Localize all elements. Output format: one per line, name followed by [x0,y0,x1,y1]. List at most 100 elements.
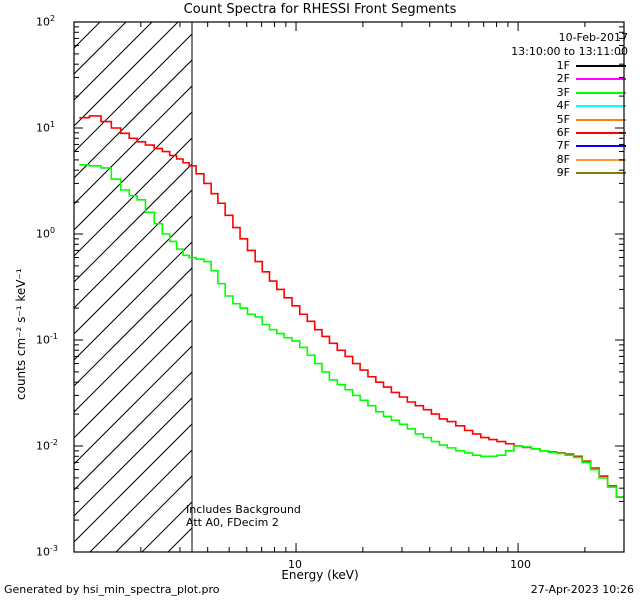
y-tick-exponent: 0 [50,226,56,235]
hatch-line [74,345,193,465]
legend-label: 1F [556,59,570,72]
hatch-line [246,22,640,552]
legend-label: 7F [556,139,570,153]
legend-item: 7F [518,139,628,152]
hatch-line [167,527,193,552]
hatch-line [115,475,193,552]
legend-item: 5F [518,113,628,126]
data-series-group [79,115,624,498]
legend-item: 8F [518,153,628,166]
hatch-line [402,22,640,552]
x-tick-label: 100 [510,558,532,571]
legend-item: 3F [518,86,628,99]
hatch-line [454,22,640,552]
legend-color-swatch [576,172,626,175]
hatch-line [74,371,193,491]
y-tick-mantissa: 10 [36,15,50,29]
legend-label: 3F [556,85,570,99]
hatched-region [74,22,640,552]
hatch-line [89,449,193,552]
footer-generator: Generated by hsi_min_spectra_plot.pro [4,583,220,596]
y-tick-exponent: 1 [50,120,56,129]
legend-item: 2F [518,72,628,85]
legend-item: 6F [518,126,628,139]
y-tick-mantissa: 10 [36,121,50,135]
hatch-line [272,22,640,552]
x-axis-label: Energy (keV) [281,568,359,582]
y-axis-label: counts cm⁻² s⁻¹ keV⁻¹ [14,268,28,400]
hatch-line [506,22,640,552]
hatch-line [74,163,193,283]
hatch-line [74,33,193,153]
time-range-annotation: 13:10:00 to 13:11:00 [511,45,628,58]
legend-item: 9F [518,166,628,179]
series-line-3F [79,163,624,498]
hatch-line [74,293,193,413]
hatch-line [74,85,193,205]
hatch-line [376,22,640,552]
hatch-line [74,241,193,361]
hatch-line [74,189,193,309]
hatch-line [74,22,75,23]
hatch-line [141,501,193,552]
background-note: Includes Background [186,503,301,516]
y-tick-exponent: 2 [50,14,56,23]
attenuator-note: Att A0, FDecim 2 [186,516,279,529]
legend-color-swatch [576,91,626,94]
y-tick-label: 101 [36,120,55,135]
legend-label: 5F [556,112,570,126]
hatch-line [74,267,193,387]
legend-label: 2F [556,72,570,86]
axis-frame [73,21,625,553]
hatch-line [610,22,640,552]
legend-label: 8F [556,152,570,166]
hatch-line [74,111,193,231]
hatch-line [74,59,193,179]
hatch-line [74,397,193,517]
legend-label: 9F [556,166,570,180]
y-tick-mantissa: 10 [36,333,50,347]
series-line-6F [79,115,624,498]
hatch-line [194,22,640,552]
y-tick-label: 100 [36,226,55,241]
y-tick-label: 10-3 [36,544,58,559]
y-tick-exponent: -2 [50,438,58,447]
hatch-line [74,215,193,335]
legend-color-swatch [576,145,626,148]
y-tick-label: 10-2 [36,438,58,453]
legend-color-swatch [576,118,626,121]
legend-item: 1F [518,59,628,72]
legend-label: 6F [556,125,570,139]
legend: 1F 2F 3F 4F 5F 6F 7F 8F 9F [518,59,628,180]
hatch-line [350,22,640,552]
legend-label: 4F [556,99,570,113]
x-tick-label: 10 [288,558,303,571]
legend-color-swatch [576,131,626,134]
hatch-line [636,22,640,552]
y-tick-label: 10-1 [36,332,58,347]
legend-color-swatch [576,105,626,108]
footer-timestamp: 27-Apr-2023 10:26 [530,583,634,596]
date-annotation: 10-Feb-2017 [558,31,628,44]
hatch-line [74,423,193,543]
hatch-line [74,137,193,257]
y-tick-exponent: -1 [50,332,58,341]
legend-color-swatch [576,65,626,67]
y-tick-mantissa: 10 [36,227,50,241]
y-tick-exponent: -3 [50,544,58,553]
legend-color-swatch [576,78,626,81]
hatch-line [298,22,640,552]
legend-item: 4F [518,99,628,112]
hatch-line [324,22,640,552]
hatch-line [584,22,640,552]
hatch-line [480,22,640,552]
hatch-line [220,22,640,552]
hatch-line [74,22,179,127]
y-tick-label: 102 [36,14,55,29]
hatch-line [428,22,640,552]
page-title: Count Spectra for RHESSI Front Segments [183,2,457,17]
legend-color-swatch [576,158,626,161]
y-tick-mantissa: 10 [36,545,50,559]
